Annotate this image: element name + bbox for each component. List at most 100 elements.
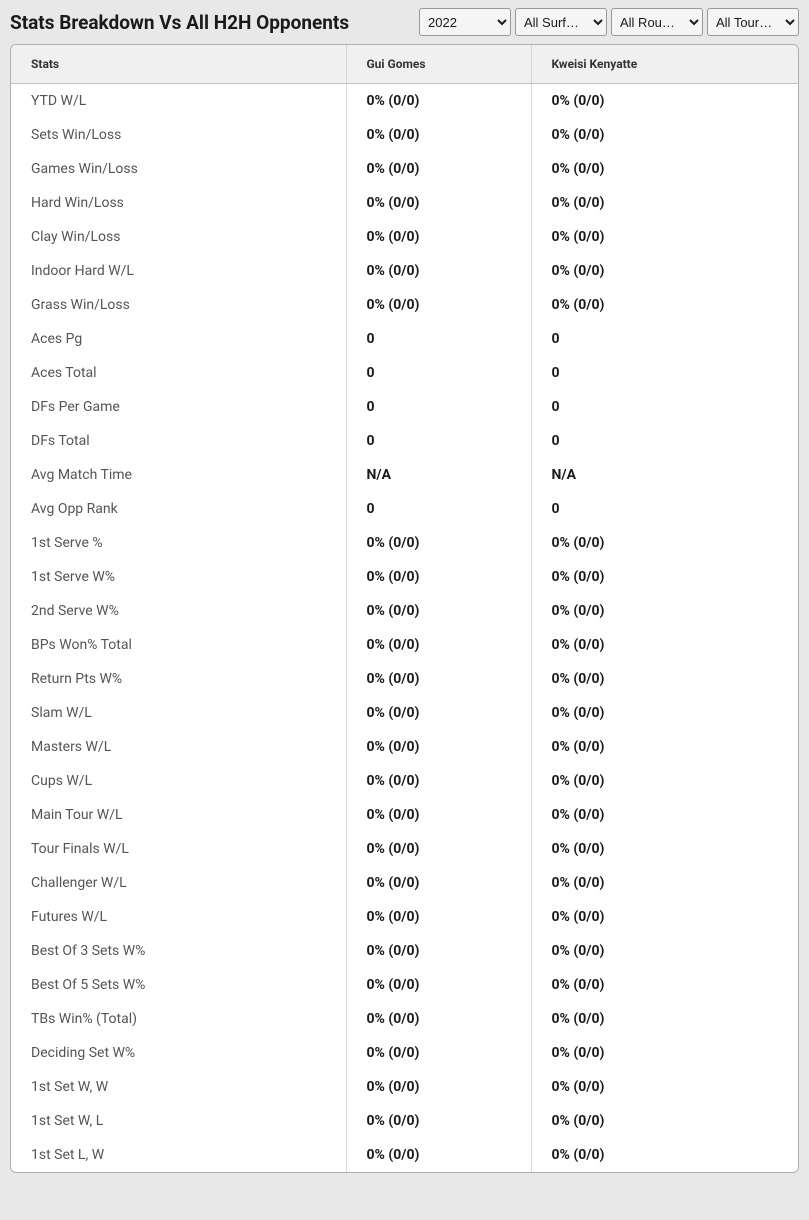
stat-label: Grass Win/Loss — [11, 288, 346, 322]
stat-value-player2: 0% (0/0) — [531, 220, 798, 254]
stat-value-player1: 0% (0/0) — [346, 628, 531, 662]
stat-label: Tour Finals W/L — [11, 832, 346, 866]
stat-value-player2: 0 — [531, 356, 798, 390]
stat-value-player2: 0% (0/0) — [531, 900, 798, 934]
stat-label: Games Win/Loss — [11, 152, 346, 186]
table-row: 2nd Serve W%0% (0/0)0% (0/0) — [11, 594, 798, 628]
stat-value-player1: 0% (0/0) — [346, 254, 531, 288]
table-row: Futures W/L0% (0/0)0% (0/0) — [11, 900, 798, 934]
stat-label: 1st Set W, W — [11, 1070, 346, 1104]
stat-value-player1: 0% (0/0) — [346, 1036, 531, 1070]
surface-select[interactable]: All Surf… — [515, 8, 607, 36]
table-row: Slam W/L0% (0/0)0% (0/0) — [11, 696, 798, 730]
table-row: Return Pts W%0% (0/0)0% (0/0) — [11, 662, 798, 696]
stat-value-player1: 0% (0/0) — [346, 118, 531, 152]
stat-value-player2: 0% (0/0) — [531, 526, 798, 560]
stat-value-player2: 0% (0/0) — [531, 832, 798, 866]
table-row: Deciding Set W%0% (0/0)0% (0/0) — [11, 1036, 798, 1070]
stat-value-player1: 0% (0/0) — [346, 662, 531, 696]
stat-value-player1: N/A — [346, 458, 531, 492]
stat-label: TBs Win% (Total) — [11, 1002, 346, 1036]
stat-label: 1st Set W, L — [11, 1104, 346, 1138]
header-bar: Stats Breakdown Vs All H2H Opponents 202… — [0, 0, 809, 44]
stat-value-player2: 0 — [531, 424, 798, 458]
stat-label: BPs Won% Total — [11, 628, 346, 662]
stat-value-player1: 0% (0/0) — [346, 866, 531, 900]
stat-value-player2: 0 — [531, 390, 798, 424]
filter-group: 2022 All Surf… All Rou… All Tour… — [419, 8, 799, 36]
stat-label: Avg Opp Rank — [11, 492, 346, 526]
stat-value-player1: 0% (0/0) — [346, 1138, 531, 1172]
stat-value-player2: N/A — [531, 458, 798, 492]
stat-value-player2: 0% (0/0) — [531, 186, 798, 220]
table-row: 1st Set W, W0% (0/0)0% (0/0) — [11, 1070, 798, 1104]
tour-select[interactable]: All Tour… — [707, 8, 799, 36]
stat-label: YTD W/L — [11, 84, 346, 119]
stat-value-player1: 0% (0/0) — [346, 832, 531, 866]
round-select[interactable]: All Rou… — [611, 8, 703, 36]
stat-value-player2: 0% (0/0) — [531, 1036, 798, 1070]
stat-value-player2: 0% (0/0) — [531, 1138, 798, 1172]
stat-label: Best Of 3 Sets W% — [11, 934, 346, 968]
stat-label: Indoor Hard W/L — [11, 254, 346, 288]
table-row: 1st Serve %0% (0/0)0% (0/0) — [11, 526, 798, 560]
stat-value-player1: 0 — [346, 322, 531, 356]
table-row: YTD W/L0% (0/0)0% (0/0) — [11, 84, 798, 119]
table-row: Indoor Hard W/L0% (0/0)0% (0/0) — [11, 254, 798, 288]
column-player2: Kweisi Kenyatte — [531, 45, 798, 84]
stat-value-player2: 0% (0/0) — [531, 764, 798, 798]
stat-value-player2: 0% (0/0) — [531, 730, 798, 764]
table-row: Masters W/L0% (0/0)0% (0/0) — [11, 730, 798, 764]
table-row: Best Of 5 Sets W%0% (0/0)0% (0/0) — [11, 968, 798, 1002]
table-row: 1st Serve W%0% (0/0)0% (0/0) — [11, 560, 798, 594]
table-row: DFs Per Game00 — [11, 390, 798, 424]
stat-label: DFs Per Game — [11, 390, 346, 424]
stat-label: Main Tour W/L — [11, 798, 346, 832]
table-row: Tour Finals W/L0% (0/0)0% (0/0) — [11, 832, 798, 866]
stat-value-player2: 0% (0/0) — [531, 1070, 798, 1104]
stat-label: Deciding Set W% — [11, 1036, 346, 1070]
stat-label: Return Pts W% — [11, 662, 346, 696]
table-row: Sets Win/Loss0% (0/0)0% (0/0) — [11, 118, 798, 152]
table-row: 1st Set L, W0% (0/0)0% (0/0) — [11, 1138, 798, 1172]
stat-value-player1: 0% (0/0) — [346, 1002, 531, 1036]
stat-value-player1: 0 — [346, 492, 531, 526]
stat-value-player2: 0% (0/0) — [531, 288, 798, 322]
stats-table-wrapper: Stats Gui Gomes Kweisi Kenyatte YTD W/L0… — [10, 44, 799, 1173]
table-row: Games Win/Loss0% (0/0)0% (0/0) — [11, 152, 798, 186]
table-row: DFs Total00 — [11, 424, 798, 458]
stat-value-player2: 0% (0/0) — [531, 866, 798, 900]
table-row: Aces Total00 — [11, 356, 798, 390]
stat-value-player1: 0% (0/0) — [346, 560, 531, 594]
stat-value-player1: 0% (0/0) — [346, 730, 531, 764]
stat-label: Slam W/L — [11, 696, 346, 730]
stat-value-player1: 0 — [346, 424, 531, 458]
stat-label: Clay Win/Loss — [11, 220, 346, 254]
stat-value-player2: 0% (0/0) — [531, 968, 798, 1002]
table-row: Cups W/L0% (0/0)0% (0/0) — [11, 764, 798, 798]
stat-label: Challenger W/L — [11, 866, 346, 900]
stat-value-player2: 0% (0/0) — [531, 1002, 798, 1036]
stat-value-player2: 0% (0/0) — [531, 696, 798, 730]
page-title: Stats Breakdown Vs All H2H Opponents — [10, 11, 349, 34]
stat-label: Aces Pg — [11, 322, 346, 356]
stat-label: Sets Win/Loss — [11, 118, 346, 152]
stat-label: 1st Set L, W — [11, 1138, 346, 1172]
stat-value-player1: 0 — [346, 390, 531, 424]
table-row: Avg Match TimeN/AN/A — [11, 458, 798, 492]
stat-label: Best Of 5 Sets W% — [11, 968, 346, 1002]
stat-value-player1: 0% (0/0) — [346, 764, 531, 798]
stat-value-player1: 0% (0/0) — [346, 900, 531, 934]
year-select[interactable]: 2022 — [419, 8, 511, 36]
stat-label: DFs Total — [11, 424, 346, 458]
stat-label: Aces Total — [11, 356, 346, 390]
stat-value-player2: 0% (0/0) — [531, 254, 798, 288]
table-header-row: Stats Gui Gomes Kweisi Kenyatte — [11, 45, 798, 84]
column-stats: Stats — [11, 45, 346, 84]
stat-value-player1: 0% (0/0) — [346, 1104, 531, 1138]
stat-label: 1st Serve % — [11, 526, 346, 560]
stat-label: Avg Match Time — [11, 458, 346, 492]
table-row: Clay Win/Loss0% (0/0)0% (0/0) — [11, 220, 798, 254]
stat-value-player1: 0% (0/0) — [346, 968, 531, 1002]
stat-value-player2: 0% (0/0) — [531, 118, 798, 152]
